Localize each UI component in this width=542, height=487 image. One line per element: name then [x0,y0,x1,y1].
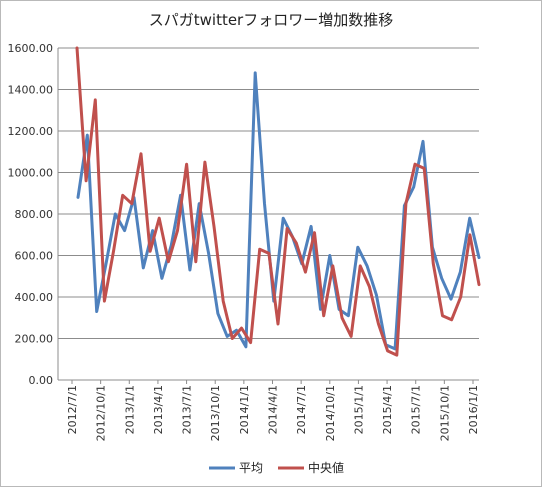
x-tick-label: 2013/4/1 [152,385,165,434]
y-tick-label: 0.00 [29,374,54,387]
legend: 平均 中央値 [209,460,344,475]
x-tick-label: 2015/10/1 [438,385,451,441]
y-tick-label: 1200.00 [8,125,54,138]
y-tick-label: 400.00 [15,291,54,304]
y-tick-label: 1600.00 [8,42,54,55]
x-tick-label: 2016/1/1 [467,385,480,434]
legend-label-average: 平均 [239,461,263,475]
gridlines [58,47,479,381]
axes: 0.00 200.00 400.00 600.00 800.00 1000.00 1200.… [8,42,481,441]
x-tick-label: 2014/4/1 [267,385,280,434]
x-tick-label: 2012/10/1 [95,385,108,441]
x-tick-label: 2014/7/1 [295,385,308,434]
y-tick-label: 800.00 [15,208,54,221]
x-tick-label: 2013/7/1 [181,385,194,434]
legend-label-median: 中央値 [308,460,344,475]
x-tick-label: 2014/10/1 [324,385,337,441]
x-tick-label: 2013/1/1 [123,385,136,434]
series-line-average [76,71,481,351]
series-lines [75,46,481,357]
y-tick-label: 1000.00 [8,167,54,180]
series-line-median [75,46,481,357]
y-tick-label: 600.00 [15,250,54,263]
y-tick-label: 200.00 [15,333,54,346]
x-tick-label: 2013/10/1 [209,385,222,441]
chart-title: スパガtwitterフォロワー増加数推移 [149,11,393,29]
x-tick-label: 2014/1/1 [238,385,251,434]
y-tick-label: 1400.00 [8,84,54,97]
x-tick-label: 2012/7/1 [66,385,79,434]
x-tick-label: 2015/1/1 [352,385,365,434]
x-tick-label: 2015/7/1 [410,385,423,434]
x-tick-label: 2015/4/1 [381,385,394,434]
